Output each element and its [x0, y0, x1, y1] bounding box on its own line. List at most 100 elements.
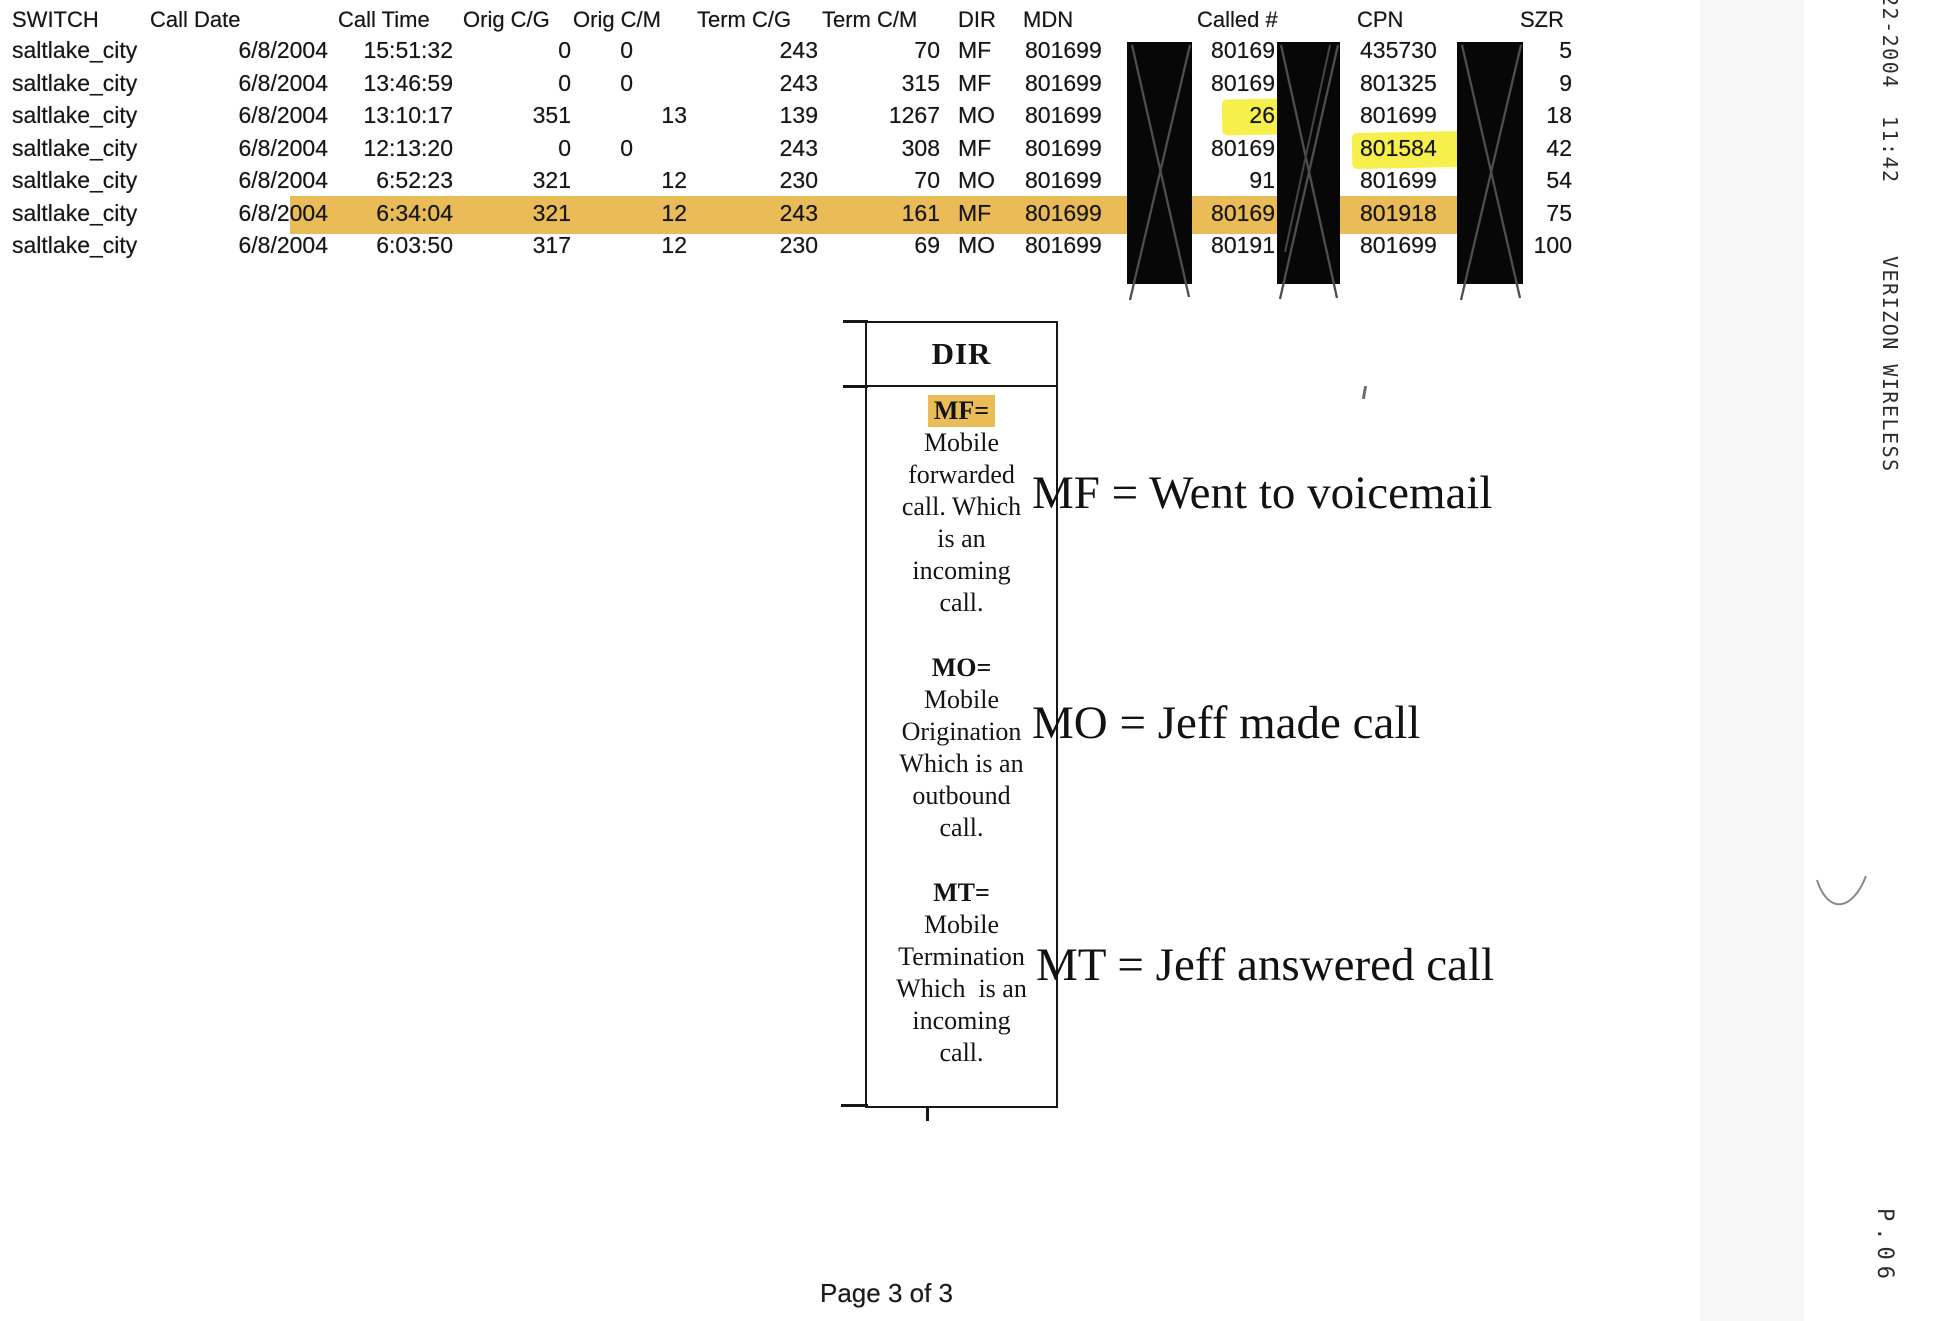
legend-line: outbound [912, 781, 1011, 810]
cell-dir: MF [958, 37, 992, 63]
cell-orig-cg: 321 [532, 199, 571, 226]
legend-entry-mf: MF= Mobile forwarded call. Which is an incomi… [867, 395, 1056, 619]
cell-call-date: 6/8/2004 [238, 199, 328, 226]
legend-top-tick [843, 320, 868, 323]
cell-called-number: 26 [1249, 102, 1275, 128]
annotation-mo: MO = Jeff made call [1032, 697, 1421, 749]
cell-term-cg: 243 [779, 37, 818, 63]
cell-dir: MO [958, 232, 996, 258]
cell-call-time: 6:52:23 [376, 167, 453, 193]
cell-orig-cm: 0 [620, 69, 633, 96]
legend-line: is an [937, 524, 986, 553]
cell-szr: 9 [1559, 69, 1572, 96]
cell-szr: 42 [1546, 134, 1572, 161]
column-header-mdn: MDN [1023, 7, 1074, 32]
cell-orig-cg: 351 [532, 102, 571, 128]
cell-called-number: 91 [1249, 167, 1275, 193]
legend-line: Mobile [923, 685, 1000, 714]
cell-switch: saltlake_city [12, 232, 138, 258]
cell-term-cm: 70 [914, 37, 940, 63]
cell-term-cg: 243 [779, 69, 818, 96]
cell-szr: 18 [1546, 102, 1572, 128]
page-number: Page 3 of 3 [820, 1278, 953, 1308]
cell-term-cm: 69 [914, 232, 940, 258]
cell-call-time: 12:13:20 [363, 134, 453, 161]
cell-call-time: 13:10:17 [363, 102, 453, 128]
scan-pen-curve-icon [1816, 875, 1867, 906]
cell-term-cm: 70 [914, 167, 940, 193]
redaction-x-called-number-icon [1278, 44, 1340, 300]
column-header-orig-cm: Orig C/M [573, 7, 661, 32]
column-header-term-cm: Term C/M [822, 7, 918, 32]
cell-mdn: 801699 [1025, 167, 1102, 193]
cell-szr: 54 [1546, 167, 1572, 193]
column-header-call-date: Call Date [150, 7, 241, 32]
cell-orig-cg: 317 [532, 232, 571, 258]
redaction-x-mdn-icon [1128, 44, 1192, 301]
legend-entry-mo: MO= Mobile Origination Which is an outbound c… [867, 652, 1056, 844]
column-header-call-time: Call Time [338, 7, 430, 32]
cell-orig-cm: 12 [661, 167, 687, 193]
annotation-mt: MT = Jeff answered call [1036, 939, 1495, 991]
cell-orig-cg: 0 [558, 69, 571, 96]
cell-szr: 5 [1559, 37, 1572, 63]
legend-line: Which is an [896, 974, 1027, 1003]
cell-cpn: 801699 [1360, 167, 1437, 193]
cell-mdn: 801699 [1025, 69, 1102, 96]
fax-sender: VERIZON WIRELESS [1878, 256, 1902, 473]
cell-dir: MF [958, 69, 992, 96]
legend-line: call. [939, 588, 984, 617]
cell-cpn: 801584 [1360, 134, 1437, 161]
cell-term-cm: 308 [901, 134, 940, 161]
fax-page-code: P.06 [1872, 1208, 1897, 1285]
cell-call-date: 6/8/2004 [238, 134, 328, 161]
legend-line: Termination [898, 942, 1025, 971]
column-header-cpn: CPN [1357, 7, 1404, 32]
cell-switch: saltlake_city [12, 134, 138, 161]
cell-szr: 100 [1533, 232, 1572, 258]
legend-line: incoming [912, 556, 1011, 585]
redaction-x-cpn-icon [1459, 44, 1523, 301]
cell-orig-cm: 0 [620, 37, 633, 63]
cell-call-date: 6/8/2004 [238, 69, 328, 96]
column-header-term-cg: Term C/G [697, 7, 792, 32]
cell-szr: 75 [1546, 199, 1572, 226]
cell-mdn: 801699 [1025, 232, 1102, 258]
cell-dir: MO [958, 167, 996, 193]
legend-code: MF= [927, 395, 996, 427]
cell-switch: saltlake_city [12, 167, 138, 193]
legend-line: Mobile [923, 428, 1000, 457]
cell-term-cm: 161 [901, 199, 940, 226]
cell-orig-cg: 0 [558, 134, 571, 161]
legend-line: call. [939, 813, 984, 842]
cell-called-number: 80191 [1211, 232, 1275, 258]
column-header-dir: DIR [958, 7, 996, 32]
cell-cpn: 801699 [1360, 102, 1437, 128]
cell-orig-cg: 321 [532, 167, 571, 193]
legend-line: call. Which [901, 492, 1022, 521]
cell-call-time: 6:03:50 [376, 232, 453, 258]
cell-orig-cm: 12 [661, 199, 687, 226]
dir-legend-box: DIR MF= Mobile forwarded call. Which is an in… [865, 321, 1058, 1108]
cell-dir: MO [958, 102, 996, 128]
cell-term-cg: 243 [779, 134, 818, 161]
cell-mdn: 801699 [1025, 134, 1102, 161]
cell-call-date: 6/8/2004 [238, 167, 328, 193]
cell-switch: saltlake_city [12, 37, 138, 63]
cell-orig-cm: 13 [661, 102, 687, 128]
legend-line: Which is an [899, 749, 1024, 778]
cell-called-number: 80169 [1211, 69, 1275, 96]
cell-called-number: 80169 [1211, 134, 1275, 161]
legend-bottom-tick [841, 1104, 868, 1107]
cell-cpn: 801699 [1360, 232, 1437, 258]
cell-dir: MF [958, 134, 992, 161]
legend-line: forwarded [908, 460, 1015, 489]
legend-line: incoming [912, 1006, 1011, 1035]
legend-bottom-center-tick [926, 1106, 929, 1121]
cell-orig-cm: 12 [661, 232, 687, 258]
column-header-szr: SZR [1520, 7, 1564, 32]
cell-switch: saltlake_city [12, 199, 138, 226]
cell-cpn: 435730 [1360, 37, 1437, 63]
